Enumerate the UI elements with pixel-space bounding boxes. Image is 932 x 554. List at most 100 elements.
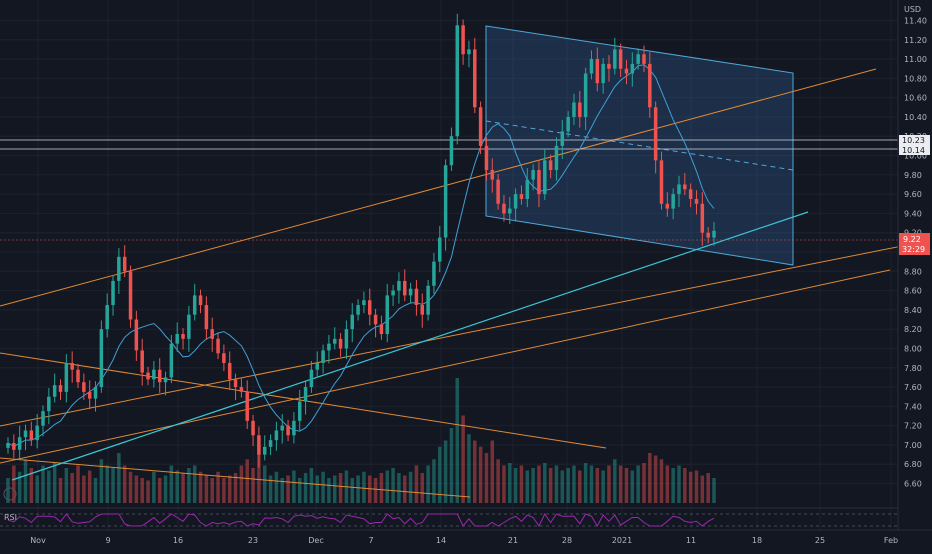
candle-body — [624, 68, 629, 74]
volume-bar — [543, 463, 547, 503]
candle-body — [344, 329, 349, 349]
candle-body — [397, 280, 401, 291]
candle-body — [192, 295, 197, 315]
candle — [297, 389, 302, 432]
y-tick-label: 10.80 — [904, 74, 927, 83]
candle — [192, 283, 197, 321]
candle — [292, 412, 296, 444]
x-tick-label: Dec — [308, 536, 323, 545]
candle — [607, 55, 611, 82]
volume-bar — [245, 459, 249, 503]
candle — [117, 248, 121, 294]
volume-bar — [309, 468, 314, 503]
volume-bar — [385, 470, 390, 503]
volume-bar — [239, 465, 244, 503]
candle — [163, 371, 168, 396]
y-tick-label: 8.40 — [904, 306, 922, 315]
candle-body — [543, 160, 547, 195]
candle-body — [496, 179, 500, 204]
rsi-pane: RSI — [0, 507, 898, 528]
candle — [280, 414, 284, 444]
descending-trendline — [0, 352, 607, 449]
volume-bar — [449, 428, 454, 503]
y-tick-label: 9.80 — [904, 171, 922, 180]
volume-bar — [64, 468, 69, 503]
candle — [23, 424, 28, 451]
candle-body — [157, 369, 162, 383]
candle-body — [531, 170, 535, 180]
candle-body — [58, 385, 63, 392]
level-1-tag: 10.23 — [902, 136, 925, 145]
volume-bar — [47, 470, 51, 503]
y-tick-label: 8.20 — [904, 325, 922, 334]
candle — [87, 380, 92, 410]
volume-bar — [152, 471, 156, 503]
candle-body — [99, 329, 104, 388]
y-tick-label: 8.80 — [904, 267, 922, 276]
candle — [700, 192, 705, 246]
volume-bar — [280, 478, 284, 503]
candle-body — [257, 435, 261, 455]
lower-trendline — [0, 269, 891, 464]
candle-body — [408, 288, 413, 296]
volume-bar — [537, 465, 541, 503]
volume-bar — [192, 465, 197, 503]
volume-bar — [572, 465, 576, 503]
candle-body — [64, 362, 69, 392]
price-axis[interactable]: USD 11.4011.2011.0010.8010.6010.4010.201… — [897, 0, 932, 550]
volume-bar — [227, 475, 232, 503]
time-axis[interactable]: Nov 9 16 23 Dec 7 14 21 28 2021 11 18 25 Feb — [0, 529, 932, 545]
candle — [589, 50, 594, 80]
volume-bar — [169, 465, 174, 503]
volume-bar — [35, 475, 39, 503]
volume-bar — [455, 378, 460, 503]
grid-lines — [0, 0, 898, 530]
volume-bar — [688, 471, 693, 503]
candle — [128, 265, 133, 328]
volume-bar — [268, 475, 273, 503]
volume-bar — [251, 468, 255, 503]
base-trendline — [0, 457, 471, 498]
volume-bar — [157, 478, 162, 503]
candle-body — [47, 396, 51, 412]
volume-bar — [134, 475, 139, 503]
volume-bar — [461, 415, 465, 503]
candle-body — [29, 430, 34, 441]
y-tick-label: 6.60 — [904, 480, 922, 489]
candle — [665, 192, 670, 217]
candle — [204, 296, 209, 340]
volume-bar — [128, 471, 133, 503]
level-2-tag: 10.14 — [902, 146, 925, 155]
volume-bar — [76, 465, 80, 503]
volume-bar — [356, 475, 360, 503]
volume-bar — [467, 434, 471, 503]
candle — [274, 421, 279, 451]
candle-body — [222, 353, 226, 363]
volume-bar — [122, 465, 127, 503]
candle-body — [478, 107, 483, 146]
candle-body — [694, 198, 699, 204]
candle-body — [490, 170, 495, 180]
candle-body — [309, 369, 314, 388]
candle-body — [140, 350, 144, 373]
candle — [327, 334, 331, 364]
candle — [286, 419, 290, 442]
candle-body — [642, 54, 646, 64]
candle — [490, 158, 495, 193]
volume-bar — [583, 463, 588, 503]
countdown-tag: 32:29 — [902, 245, 925, 254]
volume-bar — [607, 465, 611, 503]
candle — [455, 13, 460, 145]
candle — [140, 338, 144, 386]
volume-bar — [93, 478, 98, 503]
candle — [368, 288, 372, 326]
volume-bar — [601, 470, 605, 503]
candle-body — [87, 391, 92, 399]
volume-bar — [432, 459, 436, 503]
candle-body — [93, 387, 98, 399]
candle — [508, 197, 512, 225]
volume-bar — [303, 473, 308, 503]
volume-bar — [630, 470, 635, 503]
